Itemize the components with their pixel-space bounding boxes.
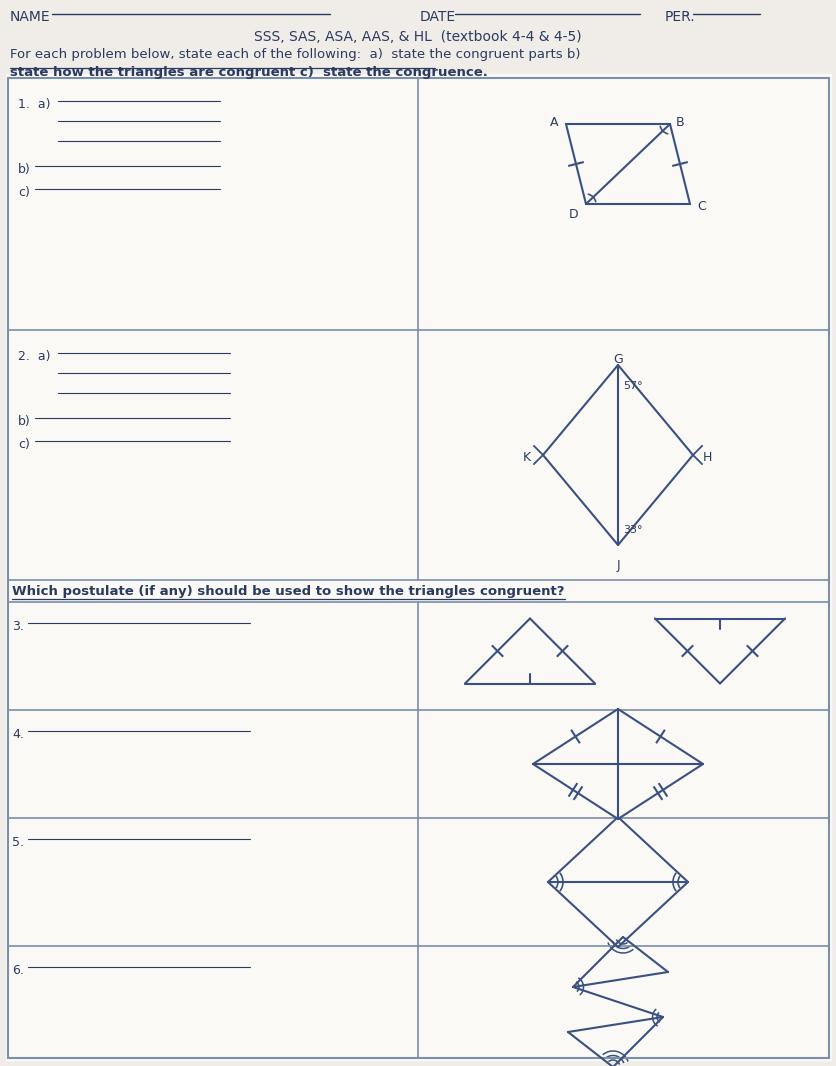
- Text: 1.  a): 1. a): [18, 98, 50, 111]
- Text: 5.: 5.: [12, 836, 24, 849]
- Text: 6.: 6.: [12, 964, 24, 978]
- Text: c): c): [18, 185, 30, 199]
- Text: For each problem below, state each of the following:  a)  state the congruent pa: For each problem below, state each of th…: [10, 48, 580, 61]
- Text: NAME: NAME: [10, 10, 50, 25]
- Text: SSS, SAS, ASA, AAS, & HL  (textbook 4-4 & 4-5): SSS, SAS, ASA, AAS, & HL (textbook 4-4 &…: [254, 30, 581, 44]
- Text: c): c): [18, 438, 30, 451]
- Text: C: C: [696, 200, 706, 213]
- Text: 2.  a): 2. a): [18, 350, 50, 364]
- Text: b): b): [18, 163, 31, 176]
- Text: B: B: [675, 116, 684, 129]
- Text: 4.: 4.: [12, 728, 24, 741]
- Text: J: J: [615, 559, 619, 572]
- Text: 33°: 33°: [622, 524, 642, 535]
- Text: PER.: PER.: [665, 10, 695, 25]
- Text: DATE: DATE: [420, 10, 456, 25]
- Text: b): b): [18, 415, 31, 429]
- Text: H: H: [701, 451, 711, 464]
- Text: K: K: [522, 451, 530, 464]
- Text: A: A: [549, 116, 558, 129]
- Text: Which postulate (if any) should be used to show the triangles congruent?: Which postulate (if any) should be used …: [12, 585, 563, 598]
- Text: G: G: [613, 353, 622, 366]
- Text: 3.: 3.: [12, 620, 24, 633]
- Text: D: D: [568, 208, 579, 221]
- Text: state how the triangles are congruent c)  state the congruence.: state how the triangles are congruent c)…: [10, 66, 487, 79]
- Text: 57°: 57°: [622, 381, 642, 391]
